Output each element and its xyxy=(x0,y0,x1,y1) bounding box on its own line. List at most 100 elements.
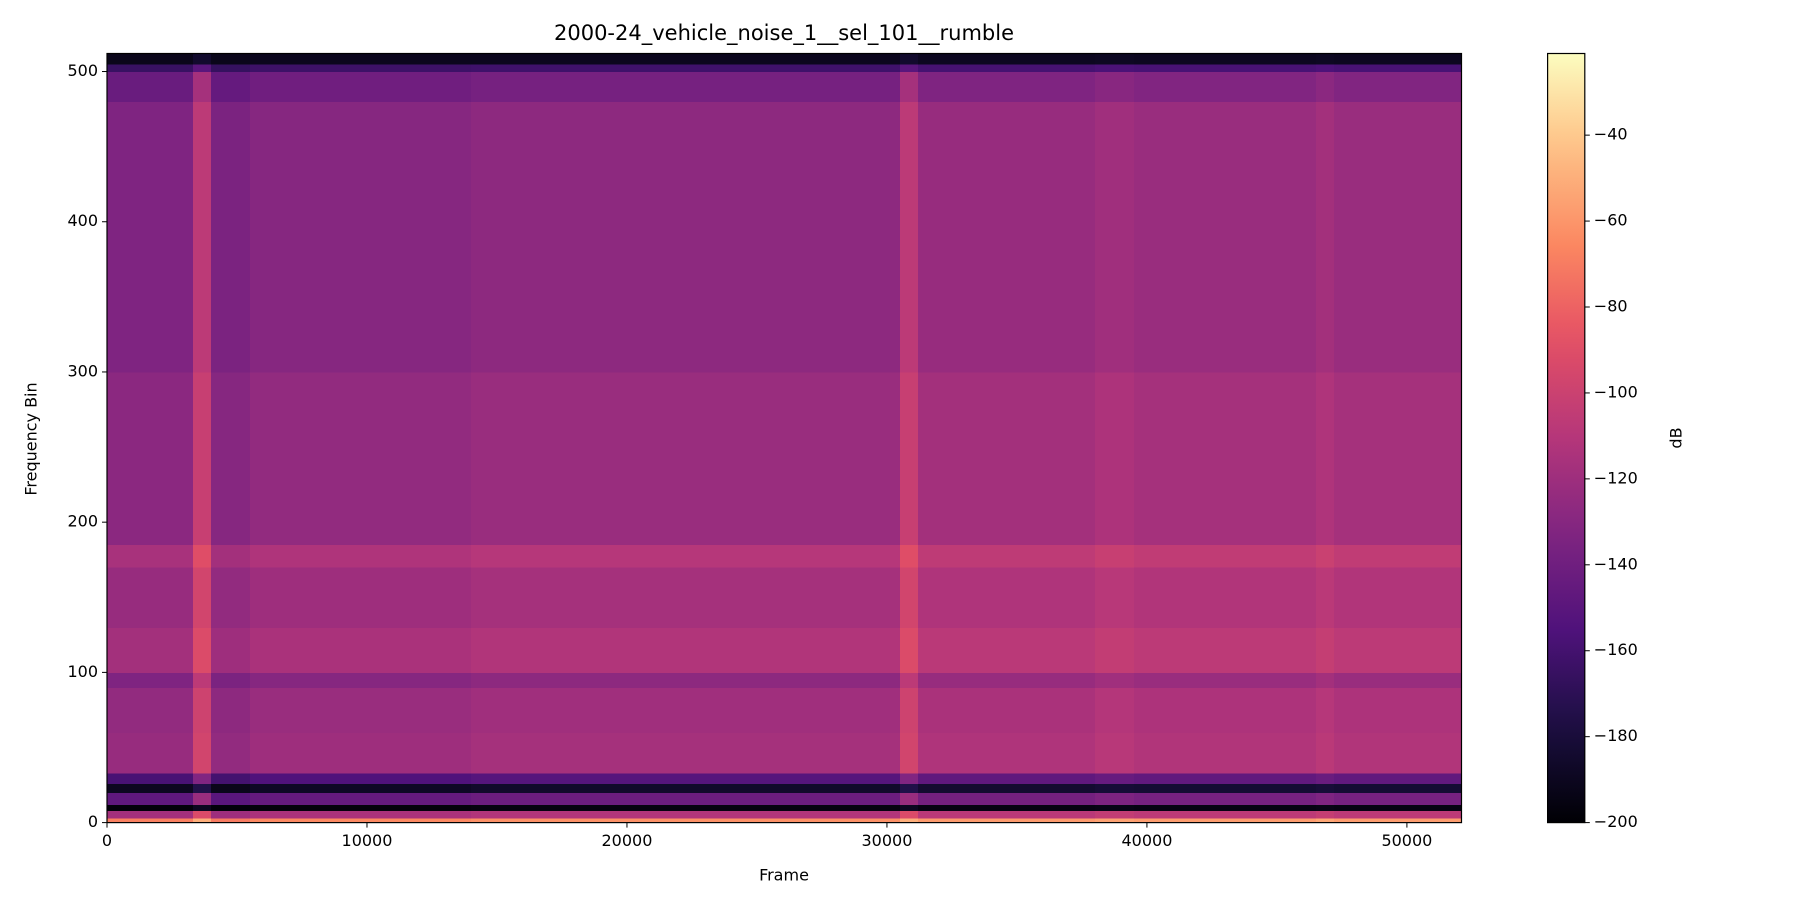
heatmap-cell xyxy=(107,53,194,65)
heatmap-cell xyxy=(1133,773,1317,785)
heatmap-cell xyxy=(1094,810,1135,819)
heatmap-cell xyxy=(249,672,472,688)
x-tick-label: 40000 xyxy=(1121,831,1172,850)
heatmap-cell xyxy=(899,71,919,103)
heatmap-cell xyxy=(1133,627,1317,673)
heatmap-cell xyxy=(249,71,472,103)
heatmap-cell xyxy=(192,567,212,628)
heatmap-cell xyxy=(899,732,919,774)
colorbar-tick-label: −200 xyxy=(1594,812,1638,831)
heatmap-cell xyxy=(1334,783,1462,794)
heatmap-cell xyxy=(918,567,1096,628)
heatmap-cell xyxy=(1315,371,1335,546)
heatmap-cell xyxy=(107,371,194,546)
heatmap-cell xyxy=(899,687,919,733)
heatmap-cell xyxy=(899,792,919,806)
heatmap-cell xyxy=(249,627,472,673)
heatmap-cell xyxy=(1133,810,1317,819)
heatmap-cell xyxy=(470,53,901,65)
heatmap-cell xyxy=(192,71,212,103)
y-tick-label: 500 xyxy=(67,61,98,80)
x-tick-label: 30000 xyxy=(861,831,912,850)
colorbar-tick-label: −120 xyxy=(1594,468,1638,487)
y-tick-label: 0 xyxy=(88,812,98,831)
heatmap-cell xyxy=(1334,101,1462,373)
heatmap-cell xyxy=(210,818,251,824)
heatmap-cell xyxy=(107,101,194,373)
heatmap-cell xyxy=(210,732,251,774)
heatmap-cell xyxy=(470,773,901,785)
heatmap-cell xyxy=(470,101,901,373)
y-axis-label: Frequency Bin xyxy=(22,382,41,495)
chart-title: 2000-24_vehicle_noise_1__sel_101__rumble xyxy=(554,21,1014,46)
heatmap-cell xyxy=(1133,53,1317,65)
heatmap-cell xyxy=(1334,627,1462,673)
y-tick-label: 100 xyxy=(67,662,98,681)
heatmap-cell xyxy=(918,732,1096,774)
heatmap-cell xyxy=(210,792,251,806)
heatmap-cell xyxy=(1133,64,1317,73)
heatmap-cell xyxy=(210,544,251,568)
heatmap-cell xyxy=(1133,792,1317,806)
colorbar-tick-label: −100 xyxy=(1594,382,1638,401)
heatmap-cell xyxy=(107,71,194,103)
heatmap-cell xyxy=(470,672,901,688)
heatmap-cell xyxy=(107,792,194,806)
colorbar-tick-label: −140 xyxy=(1594,554,1638,573)
heatmap-cell xyxy=(918,783,1096,794)
heatmap-cell xyxy=(249,818,472,824)
heatmap-cell xyxy=(1315,792,1335,806)
heatmap-cell xyxy=(210,627,251,673)
heatmap-cell xyxy=(470,687,901,733)
heatmap-cell xyxy=(470,810,901,819)
heatmap-cell xyxy=(918,687,1096,733)
heatmap-cell xyxy=(107,672,194,688)
heatmap-cell xyxy=(107,64,194,73)
heatmap-cell xyxy=(1094,627,1135,673)
heatmap-cell xyxy=(249,810,472,819)
heatmap-cell xyxy=(1315,810,1335,819)
heatmap-cell xyxy=(1094,783,1135,794)
heatmap-cell xyxy=(107,687,194,733)
heatmap-cell xyxy=(899,544,919,568)
heatmap-cell xyxy=(107,627,194,673)
heatmap-cell xyxy=(192,783,212,794)
heatmap-cell xyxy=(1133,567,1317,628)
heatmap-cell xyxy=(1315,627,1335,673)
heatmap-cell xyxy=(899,53,919,65)
colorbar-tick-label: −160 xyxy=(1594,640,1638,659)
heatmap-cell xyxy=(1094,64,1135,73)
heatmap-cell xyxy=(470,71,901,103)
heatmap-cell xyxy=(918,371,1096,546)
heatmap-cell xyxy=(918,672,1096,688)
heatmap-cell xyxy=(470,371,901,546)
plot-frame xyxy=(106,52,1463,824)
heatmap-cell xyxy=(1315,818,1335,824)
heatmap-cell xyxy=(1133,687,1317,733)
x-tick-label: 0 xyxy=(102,831,112,850)
heatmap-cell xyxy=(192,687,212,733)
heatmap-cell xyxy=(210,773,251,785)
heatmap-cell xyxy=(918,627,1096,673)
heatmap-cell xyxy=(470,792,901,806)
heatmap-cell xyxy=(1315,544,1335,568)
heatmap-cell xyxy=(192,792,212,806)
heatmap-cell xyxy=(918,544,1096,568)
y-tick-label: 400 xyxy=(67,211,98,230)
colorbar-tick-label: −80 xyxy=(1594,297,1628,316)
heatmap-cell xyxy=(1334,567,1462,628)
x-tick-label: 10000 xyxy=(342,831,393,850)
heatmap-cell xyxy=(107,783,194,794)
heatmap-cell xyxy=(192,64,212,73)
heatmap-cell xyxy=(1133,732,1317,774)
colorbar-tick-label: −60 xyxy=(1594,211,1628,230)
heatmap-cell xyxy=(249,792,472,806)
heatmap-cell xyxy=(192,101,212,373)
heatmap-cell xyxy=(470,783,901,794)
heatmap-cell xyxy=(1094,544,1135,568)
heatmap-cell xyxy=(1133,544,1317,568)
heatmap-cell xyxy=(210,101,251,373)
heatmap-cell xyxy=(210,53,251,65)
heatmap-cell xyxy=(1133,71,1317,103)
heatmap-cell xyxy=(899,818,919,824)
